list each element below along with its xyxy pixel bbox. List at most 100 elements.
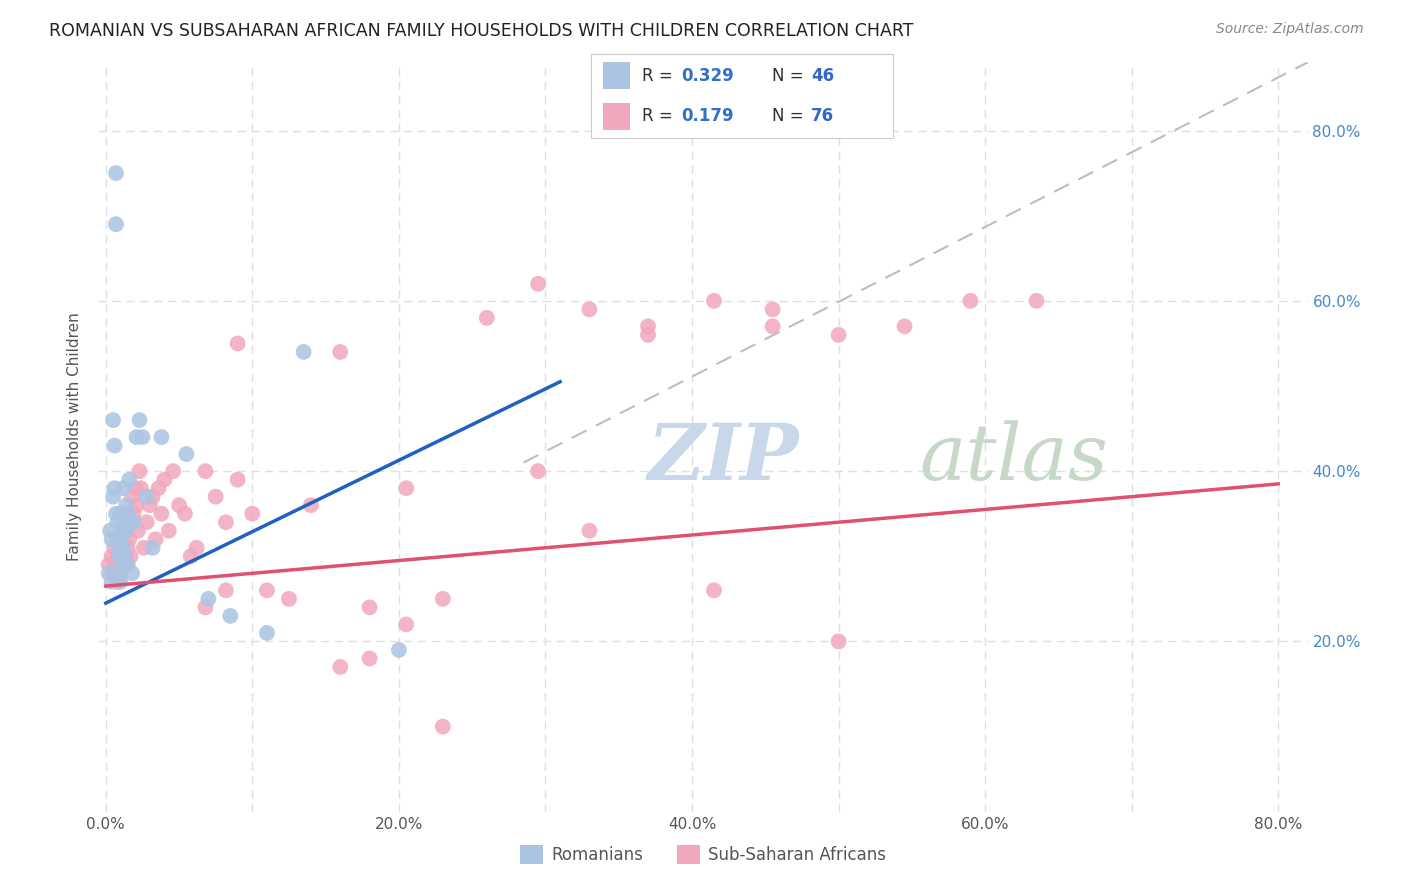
Point [111, 558, 134, 572]
Point [108, 549, 131, 564]
Text: 0.179: 0.179 [682, 107, 734, 125]
Point [115, 549, 138, 564]
Point [395, 481, 418, 495]
Point [105, 217, 128, 231]
Point [108, 541, 131, 555]
Text: 46: 46 [811, 67, 834, 85]
Point [215, 515, 238, 529]
Point [114, 558, 136, 572]
Point [762, 302, 785, 317]
Point [112, 541, 135, 555]
Point [128, 464, 150, 478]
Point [125, 430, 148, 444]
Point [194, 600, 217, 615]
Point [110, 507, 132, 521]
Point [180, 549, 202, 564]
Point [395, 617, 418, 632]
Point [110, 533, 132, 547]
Point [124, 481, 146, 495]
Point [219, 608, 242, 623]
Point [103, 541, 125, 555]
Point [278, 591, 301, 606]
Point [240, 507, 263, 521]
Point [256, 626, 278, 640]
Text: R =: R = [643, 67, 678, 85]
Point [117, 558, 139, 572]
Point [578, 524, 600, 538]
Point [132, 541, 155, 555]
Point [120, 515, 142, 529]
Point [101, 490, 124, 504]
Point [103, 439, 125, 453]
Text: N =: N = [772, 107, 808, 125]
Point [107, 566, 129, 581]
Point [105, 507, 128, 521]
Point [703, 293, 725, 308]
Point [827, 327, 849, 342]
Point [112, 541, 135, 555]
Point [194, 464, 217, 478]
Point [292, 345, 315, 359]
Point [157, 524, 180, 538]
Text: R =: R = [643, 107, 678, 125]
Point [475, 310, 498, 325]
Point [114, 524, 136, 538]
Point [100, 549, 122, 564]
Point [101, 413, 124, 427]
Point [150, 430, 173, 444]
Point [100, 533, 122, 547]
Point [110, 574, 132, 589]
Point [107, 515, 129, 529]
Point [637, 319, 659, 334]
Point [215, 583, 238, 598]
Point [105, 558, 128, 572]
Text: ROMANIAN VS SUBSAHARAN AFRICAN FAMILY HOUSEHOLDS WITH CHILDREN CORRELATION CHART: ROMANIAN VS SUBSAHARAN AFRICAN FAMILY HO… [49, 22, 914, 40]
Point [527, 277, 550, 291]
Point [299, 498, 322, 512]
Y-axis label: Family Households with Children: Family Households with Children [67, 313, 83, 561]
Text: 76: 76 [811, 107, 834, 125]
Point [117, 507, 139, 521]
Point [1025, 293, 1047, 308]
Point [150, 507, 173, 521]
Point [128, 413, 150, 427]
Point [112, 515, 135, 529]
Point [131, 430, 153, 444]
Point [174, 507, 197, 521]
Point [388, 643, 411, 657]
Point [121, 566, 143, 581]
Point [115, 524, 138, 538]
Point [329, 345, 352, 359]
Point [637, 327, 659, 342]
Point [105, 166, 128, 180]
Point [138, 498, 160, 512]
Point [527, 464, 550, 478]
Text: 0.329: 0.329 [682, 67, 734, 85]
Point [127, 524, 149, 538]
Text: atlas: atlas [920, 420, 1108, 497]
Point [959, 293, 981, 308]
Point [111, 549, 134, 564]
Point [115, 498, 138, 512]
Point [125, 498, 148, 512]
Point [103, 481, 125, 495]
Point [186, 541, 208, 555]
Point [148, 481, 170, 495]
Point [122, 507, 145, 521]
Point [176, 447, 198, 461]
Point [167, 498, 190, 512]
Point [101, 566, 124, 581]
Point [578, 302, 600, 317]
Text: N =: N = [772, 67, 808, 85]
Point [118, 533, 141, 547]
Point [142, 541, 165, 555]
Point [111, 558, 134, 572]
Point [432, 720, 454, 734]
Point [329, 660, 352, 674]
Text: ZIP: ZIP [648, 420, 800, 497]
Point [135, 515, 157, 529]
Point [359, 651, 381, 665]
Point [114, 549, 136, 564]
Point [204, 490, 226, 504]
Point [111, 507, 134, 521]
